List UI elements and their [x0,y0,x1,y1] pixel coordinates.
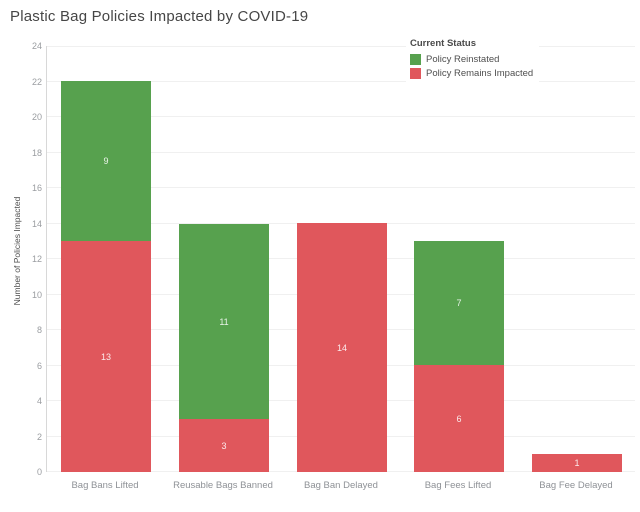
x-axis-label: Bag Bans Lifted [71,480,139,491]
legend-swatch-icon [410,53,421,65]
bar-segment[interactable]: 13 [61,241,151,472]
x-axis-labels: Bag Bans Lifted Reusable Bags Banned Bag B… [46,480,635,494]
legend-items: Policy Reinstated Policy Remains Impacted [410,52,533,80]
bar-segment[interactable]: 1 [532,454,622,472]
gridline [47,152,635,153]
legend-item[interactable]: Policy Remains Impacted [410,66,533,80]
y-axis-tick-label: 16 [31,183,42,193]
bar-segment[interactable]: 3 [179,419,269,472]
bar-value-label: 9 [103,156,109,166]
y-axis-tick-label: 2 [36,432,42,442]
bar-value-label: 13 [100,351,111,362]
x-axis-label: Bag Ban Delayed [304,480,378,491]
legend-label: Policy Reinstated [426,53,500,65]
bar-segment[interactable]: 14 [297,223,387,472]
bar-segment[interactable]: 9 [61,81,151,241]
legend: Current Status Policy Reinstated Policy R… [406,36,540,84]
gridline [47,187,635,188]
y-axis-tick-label: 24 [31,41,42,51]
legend-item[interactable]: Policy Reinstated [410,52,533,66]
y-axis-tick-label: 18 [31,148,42,158]
gridline [47,81,635,82]
bar-segment[interactable]: 11 [179,224,269,419]
y-axis-tick-label: 20 [31,112,42,122]
bar-value-label: 6 [456,413,462,424]
x-axis-label: Reusable Bags Banned [173,480,273,491]
legend-label: Policy Remains Impacted [426,67,534,79]
y-axis-tick-label: 12 [31,254,42,264]
y-axis-tick-label: 14 [31,219,42,229]
y-axis-tick-label: 10 [31,290,42,300]
chart-title: Plastic Bag Policies Impacted by COVID-1… [10,8,309,25]
y-axis-tick-label: 8 [36,325,42,335]
bar-value-label: 14 [336,342,347,353]
x-axis-label: Bag Fee Delayed [539,480,613,491]
bar-value-label: 1 [574,458,580,468]
legend-swatch-icon [410,67,421,79]
bar-value-label: 7 [456,298,462,308]
y-axis-tick-label: 22 [31,77,42,87]
x-axis-label: Bag Fees Lifted [424,480,492,491]
bar-segment[interactable]: 7 [414,241,504,365]
gridline [47,116,635,117]
y-axis-ticks: 0 2 4 6 8 10 12 14 16 18 20 22 24 [0,41,42,477]
y-axis-tick-label: 4 [36,396,42,406]
y-axis-tick-label: 6 [36,361,42,371]
bar-value-label: 11 [219,316,229,327]
bar-segment[interactable]: 6 [414,365,504,472]
gridline [47,46,635,47]
legend-title: Current Status [410,38,476,49]
bar-value-label: 3 [221,440,227,451]
y-axis-tick-label: 0 [36,467,42,477]
plot-area: 13 9 3 11 14 6 7 1 [46,46,635,472]
